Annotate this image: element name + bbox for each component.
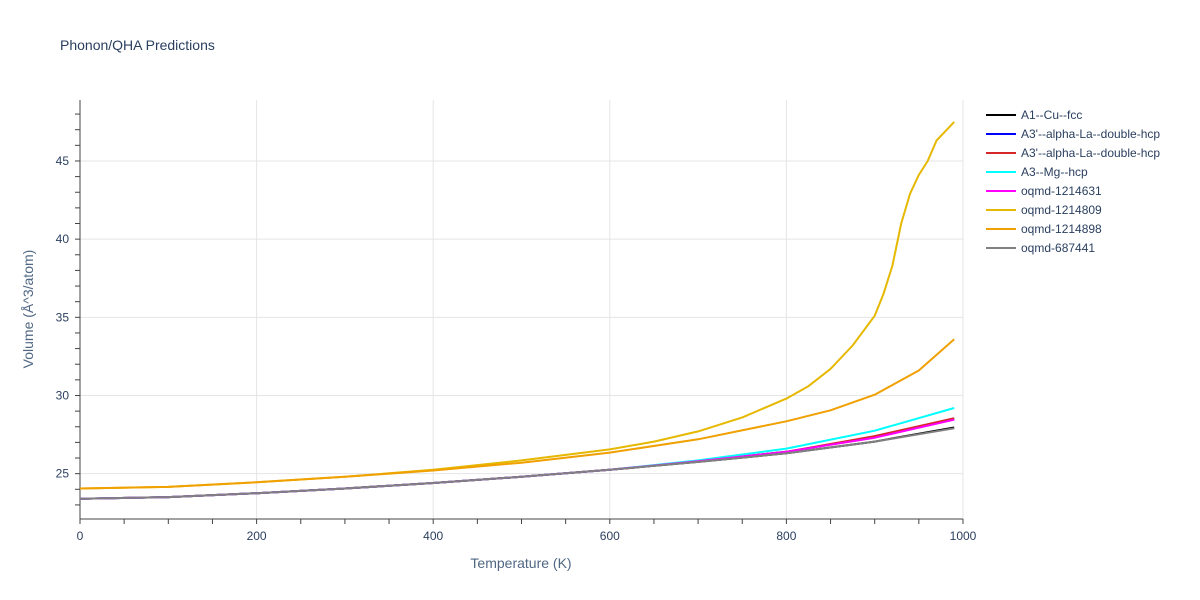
legend-label: oqmd-1214631 <box>1021 184 1102 198</box>
legend-item-7[interactable]: oqmd-1214898 <box>986 222 1102 236</box>
x-tick-label: 0 <box>77 529 84 543</box>
x-tick-label: 600 <box>600 529 620 543</box>
legend-label: A3--Mg--hcp <box>1021 165 1088 179</box>
x-tick-labels: 0 200 400 600 800 1000 <box>77 529 977 543</box>
legend-item-3[interactable]: A3'--alpha-La--double-hcp <box>986 146 1160 160</box>
axes <box>75 100 964 524</box>
legend-item-5[interactable]: oqmd-1214631 <box>986 184 1102 198</box>
x-tick-label: 1000 <box>950 529 977 543</box>
chart-title: Phonon/QHA Predictions <box>60 37 215 53</box>
series-line-7 <box>79 338 955 490</box>
y-tick-label: 30 <box>56 388 70 402</box>
legend-item-4[interactable]: A3--Mg--hcp <box>986 165 1088 179</box>
x-tick-label: 400 <box>423 529 443 543</box>
legend[interactable]: A1--Cu--fcc A3'--alpha-La--double-hcp A3'-… <box>986 108 1160 255</box>
x-tick-label: 800 <box>776 529 796 543</box>
legend-label: oqmd-687441 <box>1021 241 1095 255</box>
legend-item-8[interactable]: oqmd-687441 <box>986 241 1095 255</box>
legend-item-2[interactable]: A3'--alpha-La--double-hcp <box>986 127 1160 141</box>
grid-lines <box>80 100 964 519</box>
x-axis-title: Temperature (K) <box>470 555 571 571</box>
y-tick-labels: 25 30 35 40 45 <box>56 154 70 481</box>
legend-label: A1--Cu--fcc <box>1021 108 1082 122</box>
y-tick-label: 35 <box>56 310 70 324</box>
y-tick-label: 40 <box>56 232 70 246</box>
series-line-8 <box>79 427 955 500</box>
legend-item-6[interactable]: oqmd-1214809 <box>986 203 1102 217</box>
y-axis-title: Volume (Å^3/atom) <box>20 250 36 369</box>
y-tick-label: 45 <box>56 154 70 168</box>
legend-label: A3'--alpha-La--double-hcp <box>1021 146 1160 160</box>
legend-label: A3'--alpha-La--double-hcp <box>1021 127 1160 141</box>
legend-label: oqmd-1214809 <box>1021 203 1102 217</box>
x-tick-label: 200 <box>247 529 267 543</box>
legend-label: oqmd-1214898 <box>1021 222 1102 236</box>
y-tick-label: 25 <box>56 467 70 481</box>
legend-item-1[interactable]: A1--Cu--fcc <box>986 108 1082 122</box>
series-lines <box>79 121 955 500</box>
